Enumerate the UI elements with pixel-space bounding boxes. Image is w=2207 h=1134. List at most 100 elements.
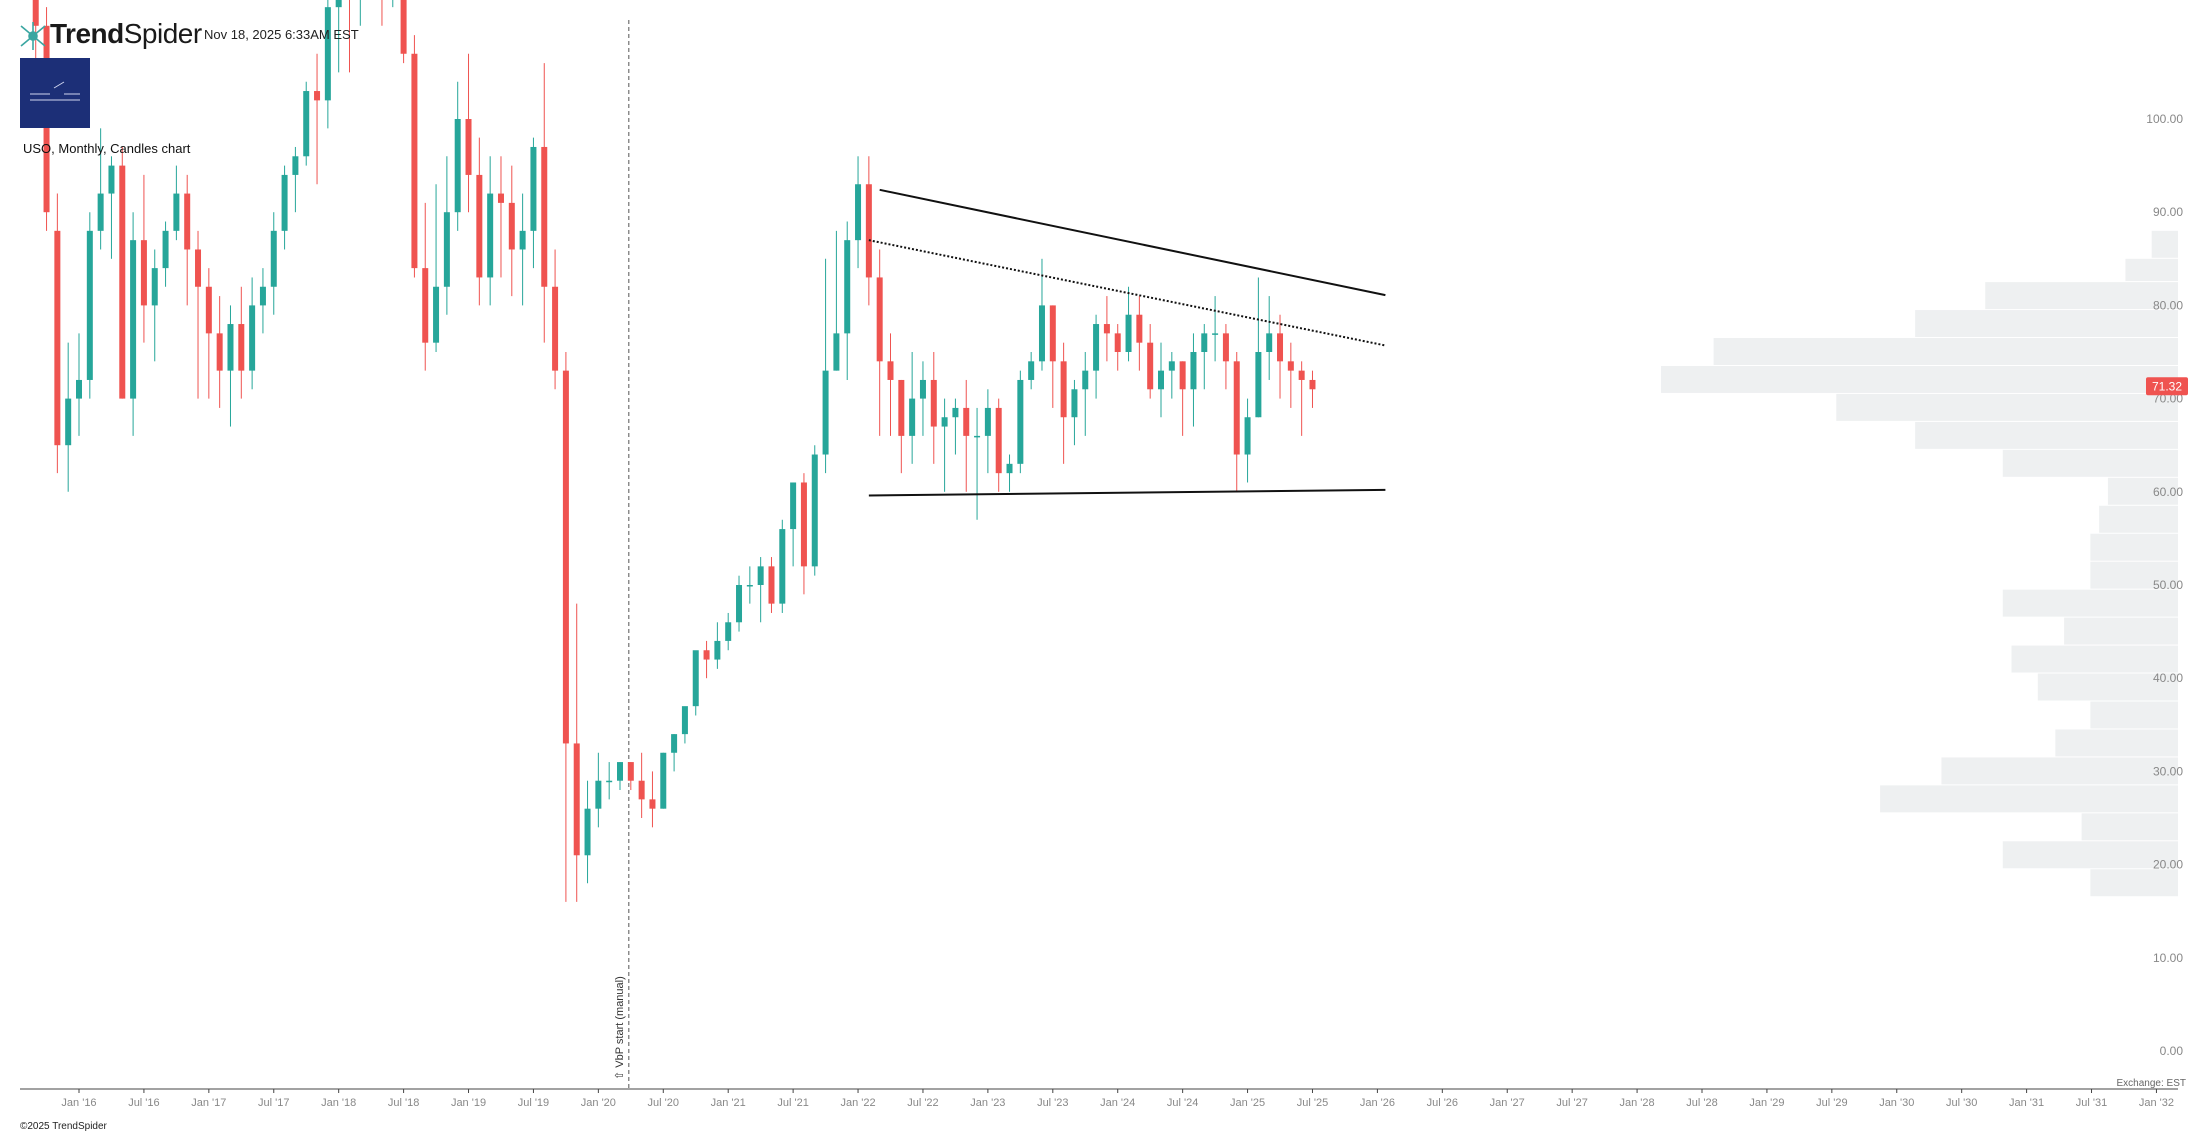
- x-tick-label: Jul '27: [1556, 1097, 1587, 1109]
- candle-body: [855, 184, 862, 241]
- x-tick-label: Jan '17: [191, 1097, 226, 1109]
- candle-body: [573, 743, 580, 856]
- trendline: [868, 488, 1386, 497]
- x-tick-label: Jan '31: [2009, 1097, 2044, 1109]
- x-tick-label: Jan '23: [970, 1097, 1005, 1109]
- x-tick-label: Jan '22: [840, 1097, 875, 1109]
- x-tick-label: Jul '19: [518, 1097, 549, 1109]
- y-tick-label: 60.00: [2153, 485, 2183, 499]
- brand-light: Spider: [123, 18, 202, 49]
- candle-body: [1266, 333, 1273, 352]
- candle-body: [508, 202, 515, 250]
- candle-body: [487, 193, 494, 278]
- candle-body: [259, 286, 266, 306]
- candle-body: [552, 286, 559, 371]
- x-tick-label: Jan '19: [451, 1097, 486, 1109]
- candle-body: [811, 454, 818, 567]
- candle-body: [595, 780, 602, 809]
- candle-body: [162, 230, 169, 269]
- candle-body: [1071, 389, 1078, 418]
- candle-body: [335, 0, 342, 8]
- candle-body: [1093, 324, 1100, 371]
- candle-body: [184, 193, 191, 250]
- volume-profile-bar: [2011, 645, 2178, 673]
- volume-profile-bar: [2090, 701, 2178, 729]
- candle-body: [930, 379, 937, 427]
- y-tick-label: 90.00: [2153, 205, 2183, 219]
- brand-bold: Trend: [50, 18, 124, 49]
- volume-profile-bar: [2002, 841, 2178, 869]
- volume-profile-bar: [1985, 282, 2178, 310]
- candle-body: [941, 417, 948, 427]
- candle-body: [1103, 324, 1110, 334]
- candle-body: [108, 165, 115, 194]
- candle-body: [1147, 342, 1154, 390]
- candle-body: [140, 240, 147, 306]
- candle-body: [216, 333, 223, 371]
- chart-title: USO, Monthly, Candles chart: [23, 141, 191, 156]
- volume-profile-bar: [2064, 617, 2178, 645]
- volume-profile-bar: [1836, 393, 2178, 421]
- volume-profile-bar: [2055, 729, 2178, 757]
- candle-body: [541, 146, 548, 287]
- candle-body: [270, 230, 277, 287]
- candle-body: [714, 640, 721, 660]
- candle-body: [97, 193, 104, 231]
- candle-body: [703, 650, 710, 660]
- candle-body: [1233, 361, 1240, 455]
- volume-profile-bar: [2125, 258, 2178, 282]
- candle-body: [844, 240, 851, 334]
- candle-body: [1060, 361, 1067, 418]
- x-tick-label: Jul '31: [2076, 1097, 2107, 1109]
- candle-body: [736, 585, 743, 623]
- candle-body: [249, 305, 256, 371]
- candle-body: [800, 482, 807, 567]
- x-tick-label: Jan '32: [2139, 1097, 2174, 1109]
- volume-profile-bar: [2037, 673, 2178, 701]
- candle-body: [995, 407, 1002, 474]
- candle-body: [1277, 333, 1284, 362]
- x-tick-label: Jan '28: [1620, 1097, 1655, 1109]
- candle-body: [1222, 333, 1229, 362]
- candle-body: [725, 622, 732, 641]
- candle-body: [422, 268, 429, 343]
- candle-body: [411, 53, 418, 269]
- x-tick-label: Jan '30: [1879, 1097, 1914, 1109]
- candle-body: [454, 119, 461, 213]
- volume-profile-bar: [2090, 533, 2178, 561]
- volume-profile-bar: [1713, 338, 2178, 365]
- candle-body: [638, 780, 645, 800]
- candle-body: [1287, 361, 1294, 371]
- candle-body: [919, 379, 926, 399]
- candle-body: [76, 379, 82, 399]
- candle-body: [1006, 463, 1013, 474]
- candle-body: [195, 249, 202, 287]
- volume-profile-bar: [2099, 505, 2178, 533]
- chart-timestamp: Nov 18, 2025 6:33AM EST: [204, 27, 359, 42]
- candle-body: [746, 585, 753, 587]
- x-tick-label: Jul '30: [1946, 1097, 1977, 1109]
- trendline: [879, 188, 1386, 297]
- candle-body: [681, 706, 688, 735]
- volume-profile-bar: [2090, 561, 2178, 589]
- candle-body: [151, 268, 158, 306]
- candle-body: [497, 193, 504, 203]
- candle-body: [519, 230, 526, 250]
- volume-profile-bar: [1941, 757, 2178, 785]
- candle-body: [627, 762, 634, 781]
- x-tick-label: Jul '17: [258, 1097, 289, 1109]
- y-tick-label: 80.00: [2153, 298, 2183, 312]
- candle-body: [1136, 314, 1143, 343]
- y-tick-label: 40.00: [2153, 671, 2183, 685]
- volume-profile-bar: [1915, 310, 2178, 338]
- volume-profile-bar: [1915, 421, 2178, 449]
- exchange-label: Exchange: EST: [2116, 1078, 2186, 1089]
- brand-name: TrendSpider: [50, 18, 202, 50]
- candle-body: [292, 156, 299, 175]
- x-tick-label: Jul '24: [1167, 1097, 1198, 1109]
- candle-body: [1114, 333, 1121, 352]
- candle-body: [476, 174, 483, 278]
- volume-profile-bar: [2090, 869, 2178, 897]
- candle-body: [671, 734, 678, 753]
